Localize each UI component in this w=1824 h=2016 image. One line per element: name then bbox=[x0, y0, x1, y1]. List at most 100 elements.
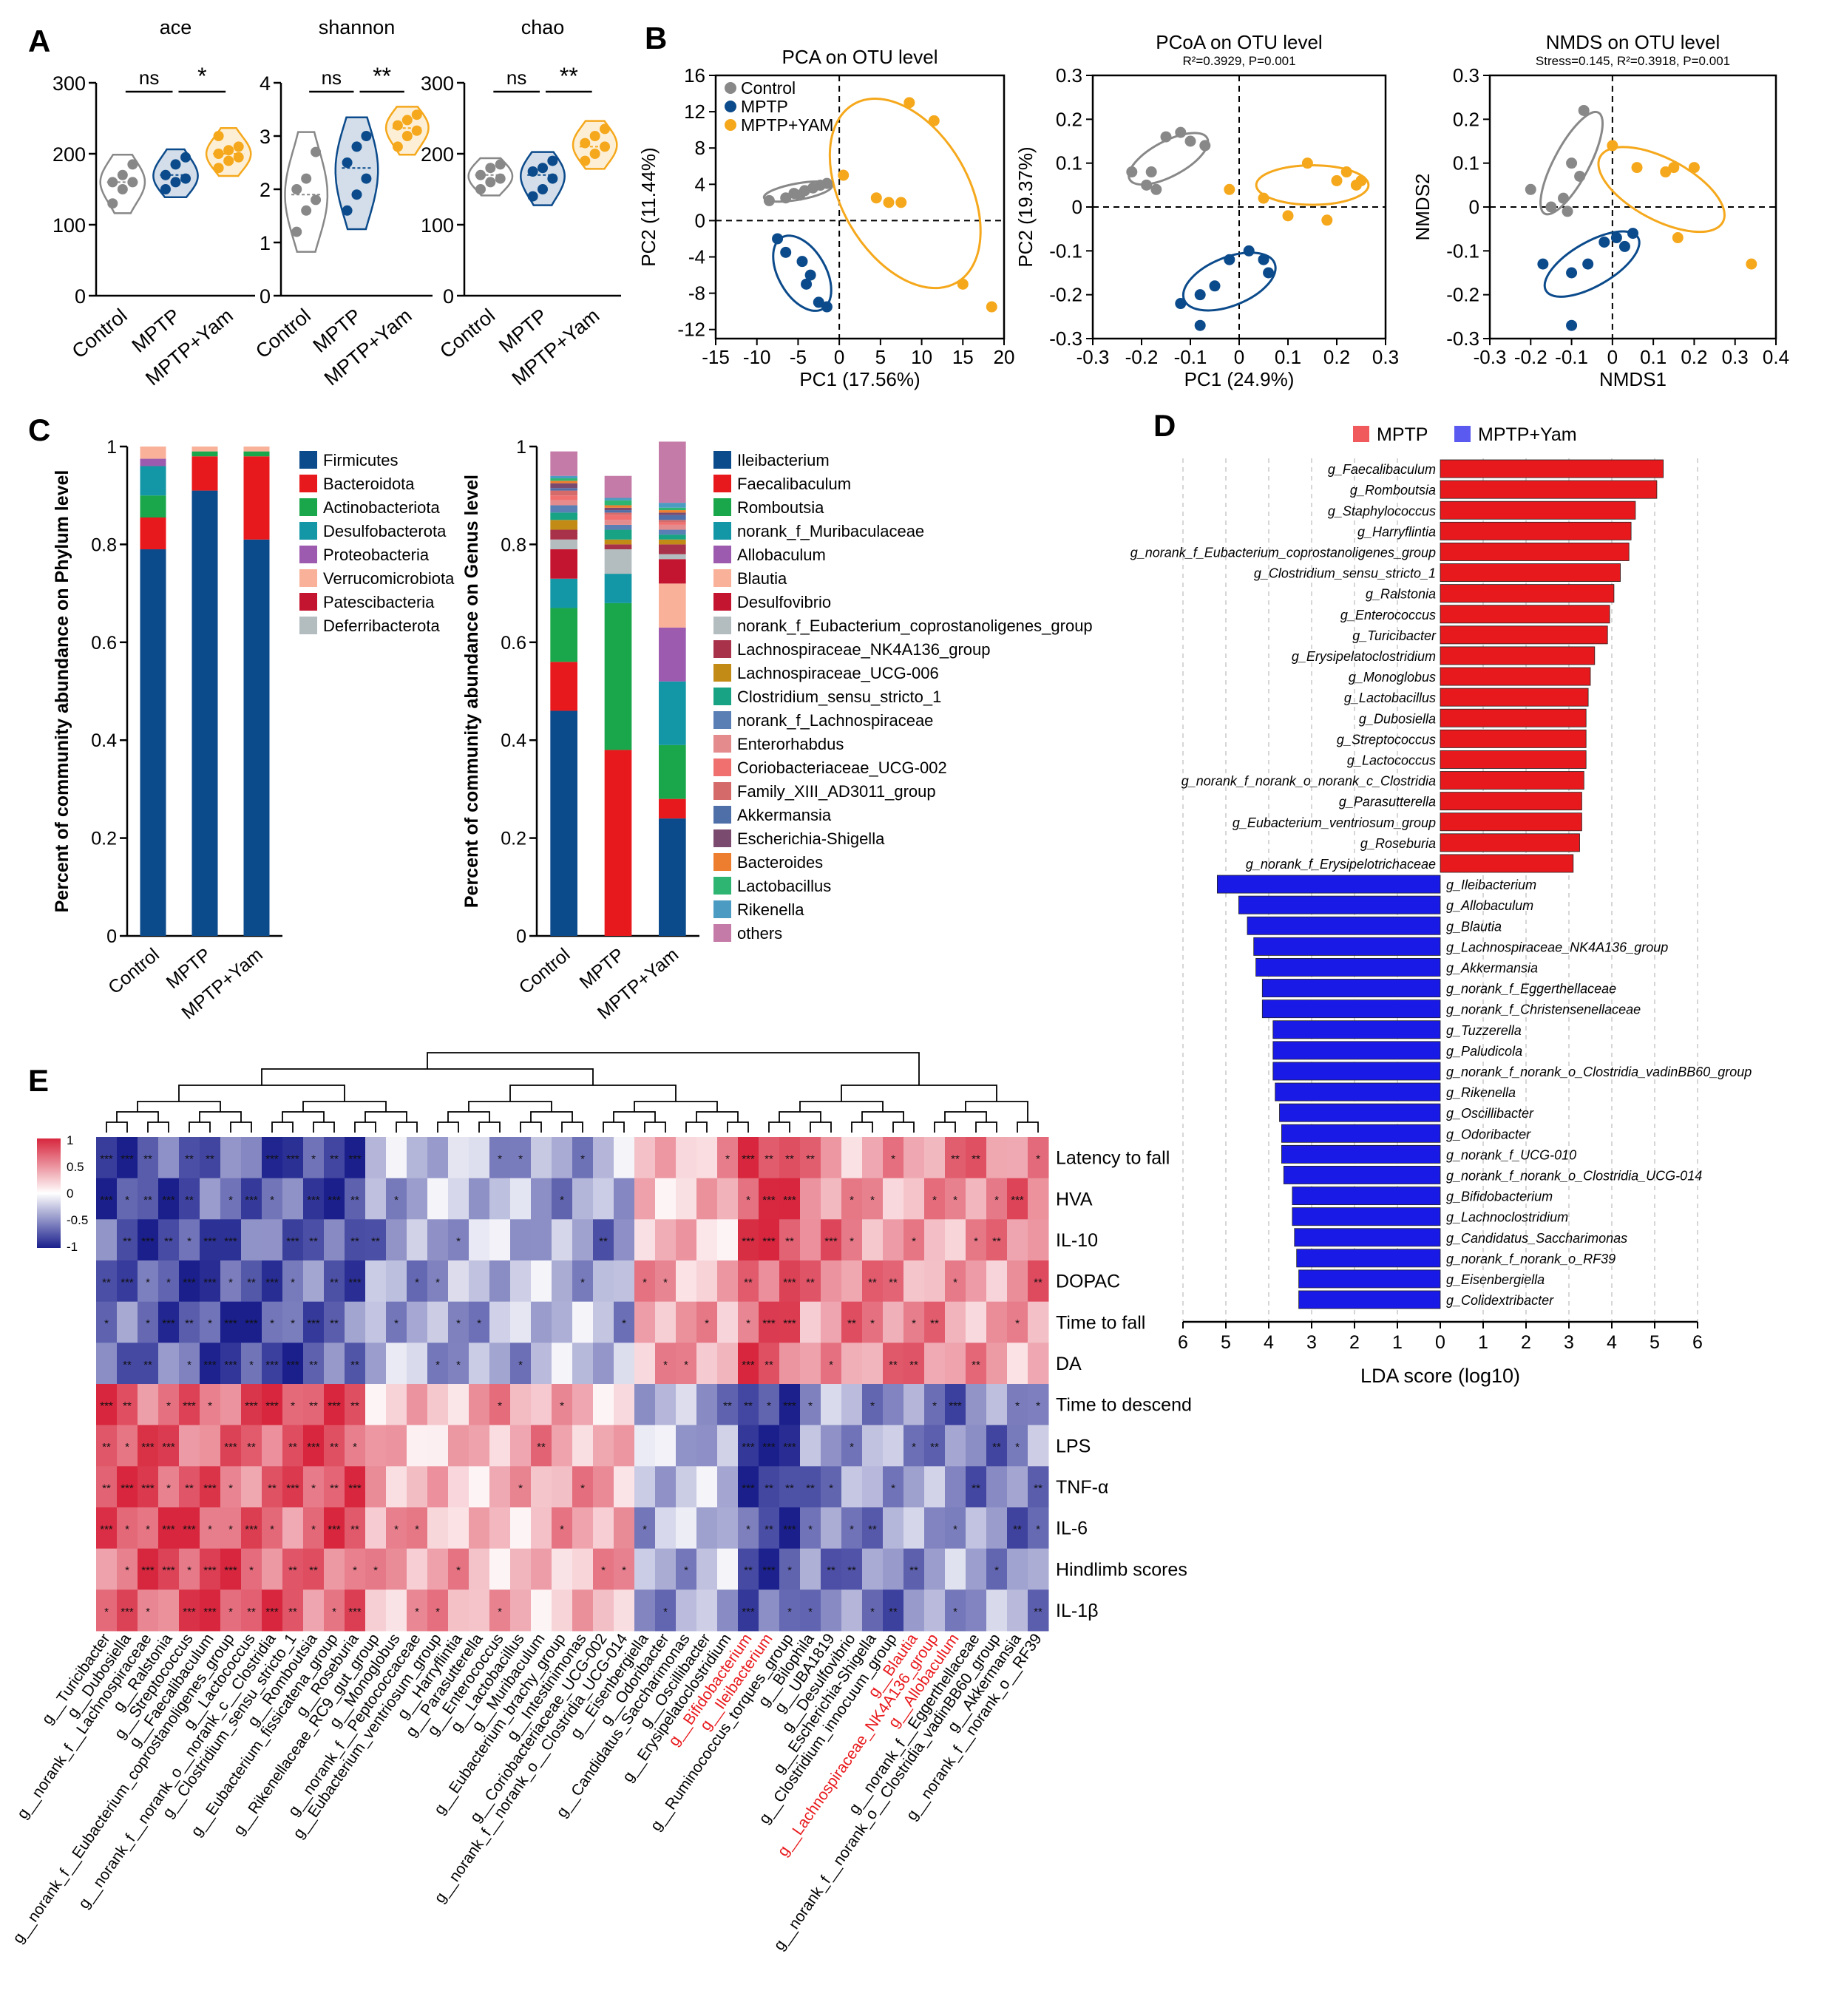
significance-mark: ** bbox=[143, 1153, 152, 1166]
taxon-label: g_Parasutterella bbox=[1339, 795, 1436, 810]
data-point bbox=[180, 173, 191, 184]
heatmap-cell bbox=[241, 1548, 262, 1590]
heatmap-cell bbox=[966, 1466, 987, 1508]
heatmap-cell bbox=[614, 1384, 635, 1426]
significance-mark: * bbox=[518, 1359, 523, 1371]
heatmap-cell bbox=[345, 1219, 366, 1261]
heatmap-cell bbox=[303, 1384, 325, 1426]
heatmap-cell bbox=[800, 1425, 821, 1467]
bar-segment bbox=[659, 522, 686, 525]
significance-mark: ** bbox=[123, 1359, 132, 1371]
significance-mark: *** bbox=[742, 1606, 755, 1618]
heatmap-cell bbox=[841, 1589, 863, 1632]
significance-mark: * bbox=[373, 1564, 378, 1577]
data-point bbox=[1331, 174, 1343, 186]
bar-segment bbox=[604, 510, 632, 513]
heatmap-cell bbox=[427, 1425, 449, 1467]
heatmap-cell bbox=[241, 1343, 262, 1385]
heatmap-cell bbox=[1007, 1384, 1028, 1426]
heatmap-cell bbox=[531, 1343, 552, 1385]
x-tick-label: 0.1 bbox=[1275, 346, 1301, 368]
significance-mark: ** bbox=[889, 1606, 898, 1618]
heatmap-cell bbox=[365, 1589, 387, 1632]
dendrogram-branch bbox=[779, 1111, 821, 1122]
significance-mark: * bbox=[850, 1524, 854, 1536]
heatmap-cell bbox=[365, 1178, 387, 1220]
confidence-ellipse bbox=[1128, 132, 1210, 186]
heatmap-cell bbox=[117, 1589, 138, 1632]
row-label: LPS bbox=[1056, 1436, 1091, 1456]
significance-mark: *** bbox=[307, 1194, 320, 1206]
row-label: Hindlimb scores bbox=[1056, 1559, 1187, 1580]
heatmap-cell bbox=[903, 1301, 925, 1343]
data-point bbox=[1184, 135, 1196, 147]
heatmap-cell bbox=[924, 1466, 946, 1508]
significance-mark: *** bbox=[224, 1317, 237, 1330]
taxon-label: g_Akkermansia bbox=[1446, 961, 1538, 976]
dendrogram-branch bbox=[302, 1101, 387, 1112]
significance-label: * bbox=[197, 63, 206, 89]
data-point bbox=[580, 155, 591, 166]
significance-mark: * bbox=[870, 1606, 875, 1618]
heatmap-cell bbox=[531, 1301, 552, 1343]
dendrogram-branch bbox=[613, 1111, 656, 1122]
taxon-label: g_Roseburia bbox=[1360, 836, 1436, 851]
significance-mark: ** bbox=[723, 1400, 732, 1413]
heatmap-cell bbox=[531, 1425, 552, 1467]
significance-mark: *** bbox=[742, 1441, 755, 1453]
heatmap-cell bbox=[883, 1466, 904, 1508]
heatmap-cell bbox=[924, 1548, 946, 1590]
heatmap-cell bbox=[303, 1425, 325, 1467]
heatmap-cell bbox=[469, 1178, 490, 1220]
colorbar-tick-label: -0.5 bbox=[67, 1213, 88, 1227]
legend-label: Actinobacteriota bbox=[323, 498, 441, 517]
heatmap-cell bbox=[489, 1507, 511, 1550]
significance-mark: ** bbox=[744, 1564, 753, 1577]
y-tick-label: 0.4 bbox=[501, 730, 526, 751]
heatmap-cell bbox=[945, 1589, 966, 1632]
taxon-label: g_Staphylococcus bbox=[1328, 503, 1436, 518]
heatmap-cell bbox=[986, 1548, 1008, 1590]
heatmap-cell bbox=[986, 1137, 1008, 1179]
y-tick-label: 0.8 bbox=[91, 534, 117, 555]
heatmap-cell bbox=[759, 1260, 780, 1303]
heatmap-cell bbox=[324, 1589, 345, 1632]
data-point bbox=[1194, 319, 1206, 331]
dendrogram-branch bbox=[944, 1111, 987, 1122]
legend-label: Escherichia-Shigella bbox=[737, 829, 885, 848]
significance-mark: *** bbox=[265, 1153, 279, 1166]
legend-swatch bbox=[713, 829, 731, 847]
bar-segment bbox=[550, 488, 577, 491]
heatmap-cell bbox=[966, 1137, 987, 1179]
significance-mark: *** bbox=[100, 1194, 113, 1206]
heatmap-cell bbox=[883, 1260, 904, 1303]
bar-segment bbox=[140, 495, 166, 517]
significance-mark: *** bbox=[100, 1524, 113, 1536]
significance-mark: * bbox=[332, 1606, 336, 1618]
heatmap-cell bbox=[759, 1425, 780, 1467]
legend-swatch bbox=[713, 900, 731, 918]
heatmap-cell bbox=[1007, 1466, 1028, 1508]
legend-swatch bbox=[713, 782, 731, 800]
lda-bar bbox=[1294, 1228, 1441, 1247]
significance-mark: *** bbox=[762, 1235, 776, 1248]
heatmap-cell bbox=[593, 1301, 614, 1343]
heatmap-cell bbox=[262, 1343, 283, 1385]
heatmap-cell bbox=[448, 1384, 469, 1426]
data-point bbox=[1672, 232, 1684, 244]
significance-mark: ** bbox=[288, 1564, 297, 1577]
lda-bar bbox=[1247, 916, 1441, 935]
significance-mark: * bbox=[394, 1317, 399, 1330]
heatmap-cell bbox=[386, 1384, 407, 1426]
significance-mark: * bbox=[228, 1482, 233, 1495]
heatmap-cell bbox=[303, 1589, 325, 1632]
heatmap-cell bbox=[489, 1425, 511, 1467]
heatmap-cell bbox=[531, 1507, 552, 1550]
confidence-ellipse bbox=[1543, 230, 1641, 298]
heatmap-cell bbox=[862, 1178, 884, 1220]
heatmap-cell bbox=[262, 1301, 283, 1343]
lda-bar bbox=[1281, 1144, 1441, 1164]
heatmap-cell bbox=[365, 1466, 387, 1508]
heatmap-cell bbox=[593, 1178, 614, 1220]
dendrogram-branch bbox=[530, 1111, 573, 1122]
